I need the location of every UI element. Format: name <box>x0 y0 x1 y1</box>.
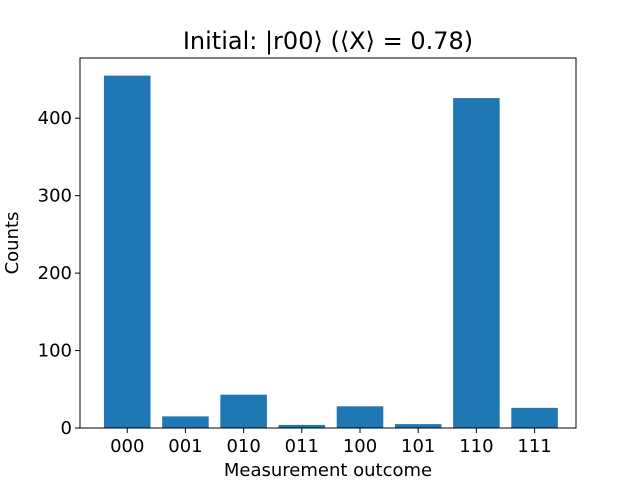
bar-110 <box>453 98 500 428</box>
x-tick-label-100: 100 <box>343 436 377 457</box>
bar-100 <box>336 406 384 428</box>
bar-111 <box>511 407 558 428</box>
x-tick-label-101: 101 <box>401 436 435 457</box>
y-tick-label-200: 200 <box>38 263 72 284</box>
x-tick-label-110: 110 <box>459 436 493 457</box>
x-axis-label: Measurement outcome <box>224 460 432 480</box>
bars-layer <box>103 75 558 428</box>
y-tick-label-300: 300 <box>38 186 72 207</box>
bar-000 <box>103 75 151 428</box>
x-tick-label-010: 010 <box>226 436 260 457</box>
x-tick-label-001: 001 <box>168 436 202 457</box>
y-tick-label-0: 0 <box>61 418 72 439</box>
y-tick-label-400: 400 <box>38 108 72 129</box>
bar-010 <box>220 394 267 428</box>
y-axis-label: Counts <box>2 212 23 275</box>
x-tick-label-000: 000 <box>110 436 144 457</box>
bar-011 <box>278 424 326 428</box>
y-tick-label-100: 100 <box>38 341 72 362</box>
chart-title: Initial: |r00⟩ (⟨X⟩ = 0.78) <box>183 27 473 55</box>
bar-101 <box>394 424 442 428</box>
bar-001 <box>162 416 209 428</box>
x-tick-label-011: 011 <box>285 436 319 457</box>
plot-frame <box>79 57 577 429</box>
x-tick-label-111: 111 <box>517 436 551 457</box>
